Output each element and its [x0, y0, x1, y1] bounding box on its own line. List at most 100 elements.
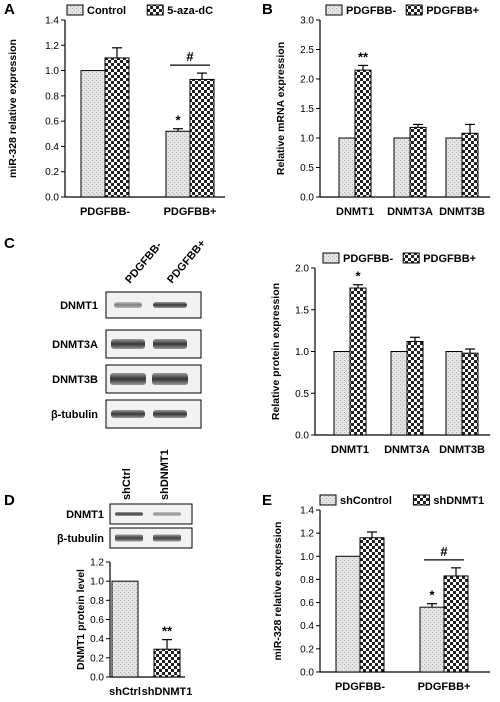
y-tick-label: 0.4	[300, 621, 314, 632]
y-tick-label: 1.4	[300, 506, 314, 517]
legend-label: PDGFBB-	[346, 5, 396, 17]
y-tick-label: 0.8	[45, 91, 59, 102]
chart-panel-e: 0.0 0.2 0.4 0.6 0.8 1.0 1.2 1.4 miR-328 relative…	[272, 494, 490, 693]
legend-swatch	[325, 4, 343, 16]
bar	[443, 575, 469, 673]
y-tick-label: 0.5	[300, 163, 314, 174]
y-tick-label: 1.2	[90, 558, 104, 569]
bar	[359, 537, 385, 673]
legend-swatch	[322, 252, 340, 264]
legend-swatch	[402, 252, 420, 264]
blot-band	[153, 534, 181, 542]
bar	[333, 351, 351, 436]
y-tick-label: 0.6	[90, 615, 104, 626]
significance-mark: **	[358, 49, 369, 64]
panel-letter: C	[4, 235, 15, 252]
bar	[409, 126, 427, 198]
chart-panel-c: 0.0 0.5 1.0 1.5 2.0 Relative protein expressi…	[270, 252, 490, 456]
blot-row-label: DNMT3B	[52, 374, 98, 386]
bar	[349, 287, 367, 436]
blot-band	[110, 373, 146, 385]
bar	[111, 580, 139, 678]
bar	[153, 648, 181, 678]
y-tick-label: 0.8	[90, 596, 104, 607]
chart-panel-b: 0.0 0.5 1.0 1.5 2.0 2.5 3.0 Relative mRNA expre…	[275, 4, 490, 218]
significance-mark: **	[162, 624, 173, 639]
x-category-label: PDGFBB+	[164, 206, 217, 218]
bar	[189, 78, 215, 198]
blot-lane-label: PDGFBB+	[165, 238, 208, 286]
legend-swatch	[405, 4, 423, 16]
significance-mark: *	[355, 269, 361, 284]
bar	[393, 137, 411, 198]
bar	[165, 130, 191, 198]
blot-row-label: DNMT3A	[52, 339, 98, 351]
bar	[80, 70, 106, 198]
y-tick-label: 0.4	[90, 634, 104, 645]
y-tick-label: 1.4	[45, 16, 59, 27]
x-category-label: shDNMT1	[142, 686, 193, 698]
legend-label: PDGFBB+	[426, 5, 479, 17]
y-axis-label: miR-328 relative expression	[272, 522, 284, 661]
legend-swatch	[146, 4, 164, 16]
significance-mark: #	[440, 544, 448, 559]
y-tick-label: 2.0	[300, 75, 314, 86]
blot-row-frame	[109, 503, 193, 525]
legend-swatch	[412, 494, 430, 506]
legend-label: shDNMT1	[433, 495, 484, 507]
panel-letter: B	[262, 1, 273, 18]
y-axis-label: Relative mRNA expression	[275, 42, 287, 175]
legend-label: PDGFBB+	[423, 253, 476, 265]
blot-band	[152, 373, 188, 385]
bar	[445, 351, 463, 436]
x-category-label: DNMT3B	[439, 444, 485, 456]
y-axis-label: DNMT1 protein level	[75, 569, 87, 670]
bar	[104, 57, 130, 198]
y-tick-label: 0.2	[90, 653, 104, 664]
legend-label: Control	[87, 5, 126, 17]
bar	[335, 555, 361, 673]
blot-row-label: β-tubulin	[51, 409, 98, 421]
significance-mark: *	[175, 113, 181, 128]
x-category-label: PDGFBB-	[335, 681, 385, 693]
y-tick-label: 1.2	[300, 529, 314, 540]
bar	[461, 352, 479, 436]
bar	[445, 137, 463, 198]
y-tick-label: 1.5	[300, 104, 314, 115]
y-tick-label: 0.4	[45, 142, 59, 153]
y-tick-label: 0.0	[45, 193, 59, 204]
y-axis-label: miR-328 relative expression	[7, 39, 19, 178]
y-tick-label: 0.5	[295, 389, 309, 400]
chart-panel-a: 0.0 0.2 0.4 0.6 0.8 1.0 1.2 1.4 miR-328 relative…	[7, 4, 225, 218]
significance-mark: #	[186, 49, 194, 64]
western-blot-c: PDGFBB- PDGFBB+ DNMT1 DNMT3A DNMT3B β-tubulin	[51, 238, 208, 429]
y-tick-label: 1.0	[45, 66, 59, 77]
y-tick-label: 2.0	[295, 264, 309, 275]
y-tick-label: 1.0	[295, 347, 309, 358]
y-tick-label: 0.0	[295, 431, 309, 442]
y-tick-label: 1.5	[295, 305, 309, 316]
blot-band	[114, 302, 142, 308]
x-category-label: DNMT3A	[384, 444, 430, 456]
y-tick-label: 0.2	[45, 167, 59, 178]
legend-label: shControl	[340, 495, 392, 507]
bar	[338, 137, 356, 198]
y-tick-label: 0.8	[300, 575, 314, 586]
y-tick-label: 1.0	[300, 134, 314, 145]
blot-row-label: DNMT1	[60, 300, 98, 312]
bar	[390, 351, 408, 436]
x-category-label: DNMT1	[336, 206, 374, 218]
legend-label: 5-aza-dC	[167, 5, 213, 17]
bar	[406, 340, 424, 436]
y-tick-label: 1.2	[45, 41, 59, 52]
x-category-label: DNMT1	[331, 444, 369, 456]
y-axis-label: Relative protein expression	[270, 283, 282, 420]
blot-band	[111, 410, 145, 418]
y-tick-label: 0.0	[300, 193, 314, 204]
y-tick-label: 0.0	[90, 673, 104, 684]
blot-band	[153, 302, 187, 308]
y-tick-label: 0.6	[45, 117, 59, 128]
